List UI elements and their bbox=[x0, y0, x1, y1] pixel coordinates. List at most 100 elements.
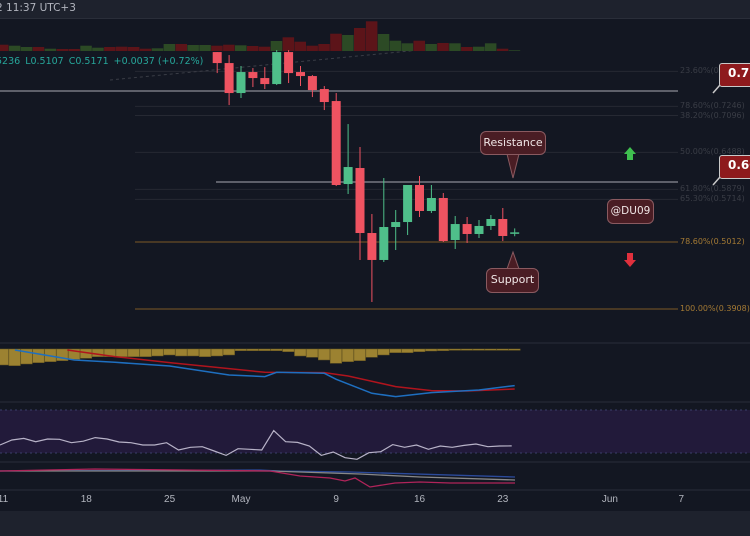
volume-bar bbox=[0, 44, 9, 51]
volume-bar bbox=[306, 45, 318, 51]
macd-histogram-bar bbox=[175, 348, 188, 357]
price-tag-upper: 0.75 bbox=[719, 63, 750, 87]
volume-bar bbox=[461, 47, 473, 51]
macd-histogram-bar bbox=[270, 348, 283, 351]
price-tag-lower: 0.60 bbox=[719, 155, 750, 179]
volume-bar bbox=[401, 43, 414, 51]
volume-bar bbox=[211, 45, 223, 51]
macd-histogram-bar bbox=[460, 348, 473, 351]
volume-bar bbox=[92, 47, 104, 51]
macd-histogram-bar bbox=[127, 348, 140, 357]
red-arrow-down-icon bbox=[624, 253, 636, 267]
candle-body bbox=[307, 76, 317, 91]
macd-histogram-bar bbox=[496, 348, 509, 351]
volume-bar bbox=[80, 45, 92, 51]
price-tag-pointer bbox=[712, 84, 721, 94]
volume-bar bbox=[151, 48, 164, 51]
macd-histogram-bar bbox=[484, 348, 497, 351]
macd-histogram-bar bbox=[341, 348, 354, 362]
macd-histogram-bar bbox=[318, 348, 331, 361]
macd-histogram-bar bbox=[448, 348, 461, 351]
candle-body bbox=[438, 197, 448, 242]
volume-bar bbox=[318, 44, 330, 51]
volume-bar bbox=[425, 44, 437, 51]
candle-body bbox=[379, 227, 389, 260]
price-chart[interactable] bbox=[0, 0, 750, 511]
macd-histogram-bar bbox=[306, 348, 319, 358]
volume-bar bbox=[187, 45, 199, 51]
volume-bar bbox=[377, 34, 390, 51]
candle-body bbox=[367, 233, 377, 260]
candle-body bbox=[212, 52, 222, 64]
volume-bar bbox=[330, 33, 342, 51]
candle-body bbox=[272, 52, 282, 85]
candle-body bbox=[284, 52, 294, 74]
x-axis-label: May bbox=[231, 494, 251, 505]
volume-bar bbox=[56, 49, 68, 51]
candle-body bbox=[248, 72, 258, 79]
macd-histogram-bar bbox=[199, 348, 212, 357]
candle-body bbox=[462, 224, 472, 234]
macd-histogram-bar bbox=[329, 348, 342, 364]
ohlc-change: +0.0037 (+0.72%) bbox=[113, 56, 204, 67]
bottom-toolbar bbox=[0, 511, 750, 536]
fib-label: 100.00%(0.3908) bbox=[680, 304, 750, 313]
macd-histogram-bar bbox=[389, 348, 402, 353]
x-axis-label: 16 bbox=[413, 494, 426, 505]
candle-body bbox=[498, 218, 508, 236]
volume-bar bbox=[44, 48, 57, 51]
macd-histogram-bar bbox=[139, 348, 152, 357]
volume-bar bbox=[270, 41, 283, 51]
macd-histogram-bar bbox=[377, 348, 390, 356]
fib-label: 50.00%(0.6488) bbox=[680, 147, 745, 157]
resistance-callout: Resistance bbox=[480, 131, 546, 155]
macd-histogram-bar bbox=[353, 348, 366, 361]
fib-label: 38.20%(0.7096) bbox=[680, 110, 745, 120]
x-axis-label: Jun bbox=[601, 494, 618, 505]
ohlc-legend: 5236 L0.5107 C0.5171 +0.0037 (+0.72%) bbox=[0, 56, 208, 67]
x-axis-label: 9 bbox=[333, 494, 339, 505]
bottom-indicator-gray bbox=[0, 470, 516, 481]
volume-bar bbox=[282, 37, 295, 51]
macd-histogram-bar bbox=[210, 348, 223, 357]
volume-bar bbox=[342, 35, 354, 51]
volume-bar bbox=[449, 43, 461, 51]
fib-label: 65.30%(0.5714) bbox=[680, 194, 745, 204]
candle-body bbox=[450, 224, 460, 240]
volume-bar bbox=[258, 46, 271, 51]
macd-histogram-bar bbox=[365, 348, 378, 358]
volume-bar bbox=[484, 43, 497, 51]
macd-histogram-bar bbox=[508, 348, 521, 351]
macd-histogram-bar bbox=[0, 348, 9, 366]
macd-histogram-bar bbox=[258, 348, 271, 351]
volume-bar bbox=[365, 21, 378, 51]
fib-label: 78.60%(0.7246) bbox=[680, 101, 745, 111]
volume-bar bbox=[294, 41, 306, 51]
x-axis-label: 18 bbox=[80, 494, 92, 505]
candle-body bbox=[224, 63, 234, 94]
bottom-indicator-pink bbox=[0, 468, 515, 488]
macd-histogram-bar bbox=[187, 348, 200, 357]
volume-bar bbox=[32, 47, 45, 51]
macd-histogram-bar bbox=[437, 348, 450, 351]
candle-body bbox=[426, 197, 436, 211]
ohlc-close: C0.5171 bbox=[68, 56, 109, 67]
ohlc-high: 5236 bbox=[0, 56, 21, 67]
macd-signal-line bbox=[67, 349, 515, 392]
datetime-label: 2 11:37 UTC+3 bbox=[0, 2, 76, 14]
volume-bar bbox=[473, 46, 485, 51]
volume-bar bbox=[8, 45, 21, 51]
volume-bar bbox=[127, 47, 140, 51]
candle-body bbox=[474, 225, 484, 234]
candle-body bbox=[236, 72, 246, 94]
candle-body bbox=[391, 222, 401, 228]
macd-histogram-bar bbox=[413, 348, 426, 352]
volume-bar bbox=[68, 49, 80, 51]
macd-histogram-bar bbox=[401, 348, 414, 353]
macd-histogram-bar bbox=[32, 348, 45, 363]
macd-histogram-bar bbox=[294, 348, 307, 357]
fib-label: 23.60%(0.7 bbox=[680, 66, 727, 76]
volume-bar bbox=[496, 48, 509, 51]
volume-bar bbox=[139, 48, 152, 51]
candle-body bbox=[486, 218, 496, 226]
